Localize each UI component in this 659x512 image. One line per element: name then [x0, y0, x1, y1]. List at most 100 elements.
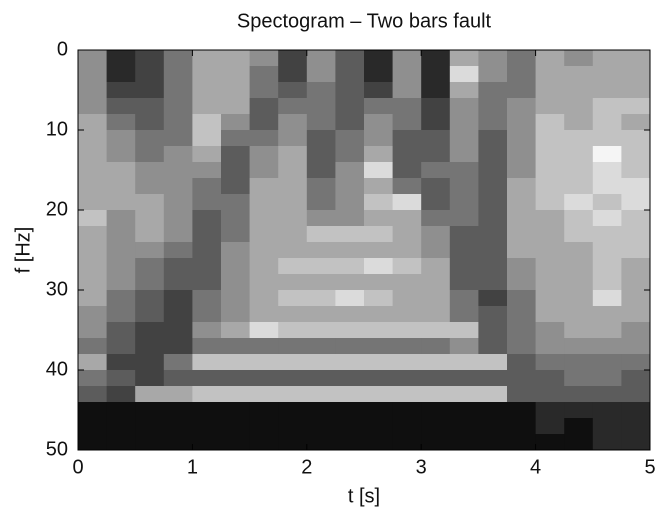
heatmap-cell — [449, 242, 479, 259]
heatmap-cell — [621, 114, 651, 131]
heatmap-cell — [78, 418, 108, 435]
heatmap-cell — [78, 354, 108, 371]
heatmap-cell — [221, 354, 251, 371]
heatmap-cell — [306, 338, 336, 355]
heatmap-cell — [421, 226, 451, 243]
heatmap-cell — [564, 434, 594, 451]
heatmap-cell — [135, 146, 165, 163]
x-tick-label: 1 — [187, 456, 198, 478]
heatmap-cell — [449, 194, 479, 211]
heatmap-cell — [306, 370, 336, 387]
heatmap-cell — [592, 354, 622, 371]
heatmap-cell — [163, 146, 193, 163]
heatmap-cell — [192, 338, 222, 355]
heatmap-cell — [163, 386, 193, 403]
heatmap-cell — [364, 386, 394, 403]
heatmap-cell — [364, 98, 394, 115]
heatmap-cell — [106, 418, 136, 435]
heatmap-cell — [278, 146, 308, 163]
heatmap-cell — [364, 114, 394, 131]
heatmap-cell — [507, 146, 537, 163]
y-axis-label: f [Hz] — [12, 227, 34, 274]
y-tick-label: 10 — [46, 118, 68, 140]
heatmap-cell — [163, 226, 193, 243]
heatmap-cell — [564, 114, 594, 131]
heatmap-cell — [478, 82, 508, 99]
heatmap-cell — [449, 274, 479, 291]
heatmap-cell — [592, 386, 622, 403]
heatmap-cell — [249, 306, 279, 323]
heatmap-cell — [535, 242, 565, 259]
heatmap-cell — [421, 210, 451, 227]
heatmap-cell — [364, 226, 394, 243]
heatmap-cell — [278, 258, 308, 275]
heatmap-cell — [78, 98, 108, 115]
heatmap-cell — [278, 354, 308, 371]
heatmap-cell — [392, 322, 422, 339]
heatmap-cell — [135, 306, 165, 323]
heatmap-cell — [335, 418, 365, 435]
heatmap-cell — [221, 306, 251, 323]
heatmap-cell — [335, 146, 365, 163]
heatmap-cell — [535, 402, 565, 419]
heatmap-cell — [278, 226, 308, 243]
heatmap-cell — [421, 146, 451, 163]
heatmap-cell — [535, 114, 565, 131]
heatmap-cell — [621, 322, 651, 339]
heatmap-cell — [135, 258, 165, 275]
heatmap-cell — [364, 434, 394, 451]
heatmap-cell — [449, 418, 479, 435]
heatmap-cell — [507, 258, 537, 275]
heatmap-cell — [278, 50, 308, 67]
heatmap-cell — [78, 194, 108, 211]
heatmap-cell — [278, 242, 308, 259]
heatmap-cell — [478, 434, 508, 451]
heatmap-cell — [192, 50, 222, 67]
heatmap-cell — [106, 146, 136, 163]
heatmap-cell — [392, 402, 422, 419]
heatmap-cell — [507, 306, 537, 323]
heatmap-cell — [364, 274, 394, 291]
heatmap-cell — [78, 210, 108, 227]
heatmap-cell — [306, 146, 336, 163]
heatmap-cell — [535, 258, 565, 275]
heatmap-cell — [535, 370, 565, 387]
heatmap-cell — [507, 82, 537, 99]
heatmap-cell — [535, 434, 565, 451]
heatmap-cell — [163, 210, 193, 227]
heatmap-cell — [278, 98, 308, 115]
heatmap-cell — [564, 242, 594, 259]
heatmap-cell — [507, 370, 537, 387]
heatmap-cell — [135, 50, 165, 67]
heatmap-cell — [564, 82, 594, 99]
x-tick-label: 3 — [416, 456, 427, 478]
heatmap-cell — [564, 210, 594, 227]
heatmap-cell — [221, 370, 251, 387]
heatmap-cell — [135, 226, 165, 243]
heatmap-cell — [106, 242, 136, 259]
heatmap-cell — [278, 338, 308, 355]
heatmap-cell — [592, 82, 622, 99]
heatmap-cell — [478, 226, 508, 243]
heatmap-cell — [221, 338, 251, 355]
x-tick-label: 5 — [644, 456, 655, 478]
heatmap-cell — [163, 50, 193, 67]
heatmap-cell — [249, 354, 279, 371]
heatmap-cell — [78, 306, 108, 323]
heatmap-cell — [221, 210, 251, 227]
heatmap-cell — [335, 50, 365, 67]
heatmap-cell — [135, 114, 165, 131]
heatmap-cell — [364, 210, 394, 227]
heatmap-cell — [364, 66, 394, 83]
heatmap-cell — [507, 354, 537, 371]
heatmap-cell — [249, 162, 279, 179]
x-tick-label: 2 — [301, 456, 312, 478]
heatmap-cell — [392, 370, 422, 387]
heatmap-cell — [221, 146, 251, 163]
heatmap-cell — [392, 338, 422, 355]
heatmap-cell — [564, 130, 594, 147]
heatmap-cell — [478, 402, 508, 419]
plot-frame — [77, 49, 651, 451]
heatmap-cell — [221, 274, 251, 291]
heatmap-cell — [564, 162, 594, 179]
